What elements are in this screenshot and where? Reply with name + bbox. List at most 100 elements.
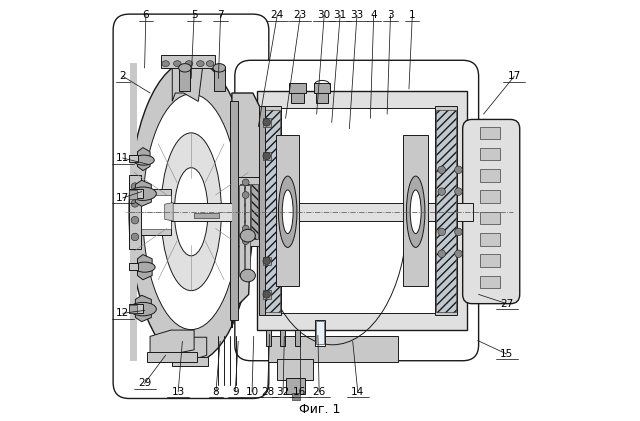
Bar: [129, 155, 138, 162]
Ellipse shape: [263, 257, 271, 265]
Ellipse shape: [263, 119, 271, 126]
Ellipse shape: [240, 229, 255, 242]
Bar: [130, 63, 138, 361]
Text: 23: 23: [294, 11, 307, 20]
Bar: [287, 378, 305, 394]
Bar: [129, 263, 138, 270]
Ellipse shape: [438, 188, 445, 195]
Bar: [480, 275, 500, 288]
Ellipse shape: [263, 152, 271, 160]
Bar: [240, 184, 250, 239]
Text: 14: 14: [351, 387, 364, 397]
Bar: [276, 135, 299, 286]
Bar: [257, 91, 467, 330]
Bar: [262, 118, 271, 127]
Ellipse shape: [129, 302, 156, 316]
Bar: [316, 85, 328, 104]
Text: 28: 28: [261, 387, 274, 397]
Text: 32: 32: [276, 387, 290, 397]
Bar: [262, 257, 271, 265]
Bar: [480, 169, 500, 182]
Ellipse shape: [213, 64, 225, 72]
Ellipse shape: [243, 192, 249, 198]
Bar: [435, 106, 457, 315]
Polygon shape: [164, 203, 173, 221]
Polygon shape: [136, 295, 151, 322]
Bar: [171, 203, 473, 221]
Text: 9: 9: [232, 387, 239, 397]
Ellipse shape: [131, 200, 139, 207]
Bar: [295, 330, 300, 346]
Bar: [403, 135, 428, 286]
Bar: [239, 234, 244, 275]
Bar: [129, 304, 143, 313]
Polygon shape: [174, 337, 207, 360]
Bar: [262, 290, 271, 298]
Text: 15: 15: [500, 349, 513, 359]
Text: 3: 3: [387, 11, 394, 20]
Ellipse shape: [240, 269, 255, 282]
Ellipse shape: [454, 250, 462, 258]
Ellipse shape: [454, 188, 462, 195]
Bar: [260, 106, 280, 315]
Ellipse shape: [282, 190, 293, 234]
Bar: [480, 127, 500, 139]
Bar: [129, 189, 171, 235]
Text: 10: 10: [246, 387, 259, 397]
FancyBboxPatch shape: [113, 14, 269, 399]
Bar: [245, 185, 250, 236]
Text: 29: 29: [138, 378, 151, 389]
Bar: [480, 190, 500, 203]
Text: 24: 24: [271, 11, 284, 20]
Bar: [291, 85, 304, 104]
Ellipse shape: [278, 176, 297, 248]
FancyBboxPatch shape: [463, 120, 520, 304]
Text: 7: 7: [217, 11, 224, 20]
Bar: [316, 321, 324, 344]
Text: 13: 13: [172, 387, 185, 397]
Ellipse shape: [243, 225, 249, 232]
Text: 30: 30: [317, 11, 331, 20]
Bar: [251, 184, 258, 239]
Bar: [292, 393, 300, 400]
Ellipse shape: [134, 262, 155, 272]
Bar: [147, 352, 198, 362]
Text: 26: 26: [312, 387, 326, 397]
Text: Фиг. 1: Фиг. 1: [300, 403, 340, 416]
Ellipse shape: [243, 179, 249, 186]
Bar: [161, 55, 215, 68]
Bar: [194, 213, 220, 218]
Polygon shape: [138, 147, 150, 171]
Bar: [239, 185, 244, 236]
Bar: [245, 234, 250, 275]
Text: 12: 12: [116, 308, 129, 318]
Ellipse shape: [454, 228, 462, 236]
Text: 2: 2: [120, 71, 126, 81]
Ellipse shape: [174, 168, 208, 256]
Polygon shape: [150, 330, 194, 354]
Bar: [259, 106, 266, 315]
Bar: [129, 190, 138, 199]
Ellipse shape: [410, 190, 421, 234]
Bar: [480, 233, 500, 245]
Bar: [129, 175, 141, 249]
Polygon shape: [172, 61, 202, 101]
Ellipse shape: [129, 187, 156, 200]
Ellipse shape: [161, 133, 221, 290]
Bar: [129, 305, 138, 313]
Bar: [289, 83, 306, 93]
Polygon shape: [136, 180, 151, 206]
Ellipse shape: [406, 176, 425, 248]
Ellipse shape: [131, 216, 139, 224]
Bar: [172, 357, 208, 366]
Polygon shape: [138, 255, 152, 280]
Bar: [480, 148, 500, 160]
Ellipse shape: [143, 94, 239, 330]
Ellipse shape: [454, 166, 462, 173]
Bar: [237, 177, 260, 246]
Ellipse shape: [243, 238, 249, 245]
Bar: [480, 212, 500, 224]
Polygon shape: [232, 93, 261, 328]
Text: 17: 17: [508, 71, 521, 81]
Text: 4: 4: [371, 11, 377, 20]
